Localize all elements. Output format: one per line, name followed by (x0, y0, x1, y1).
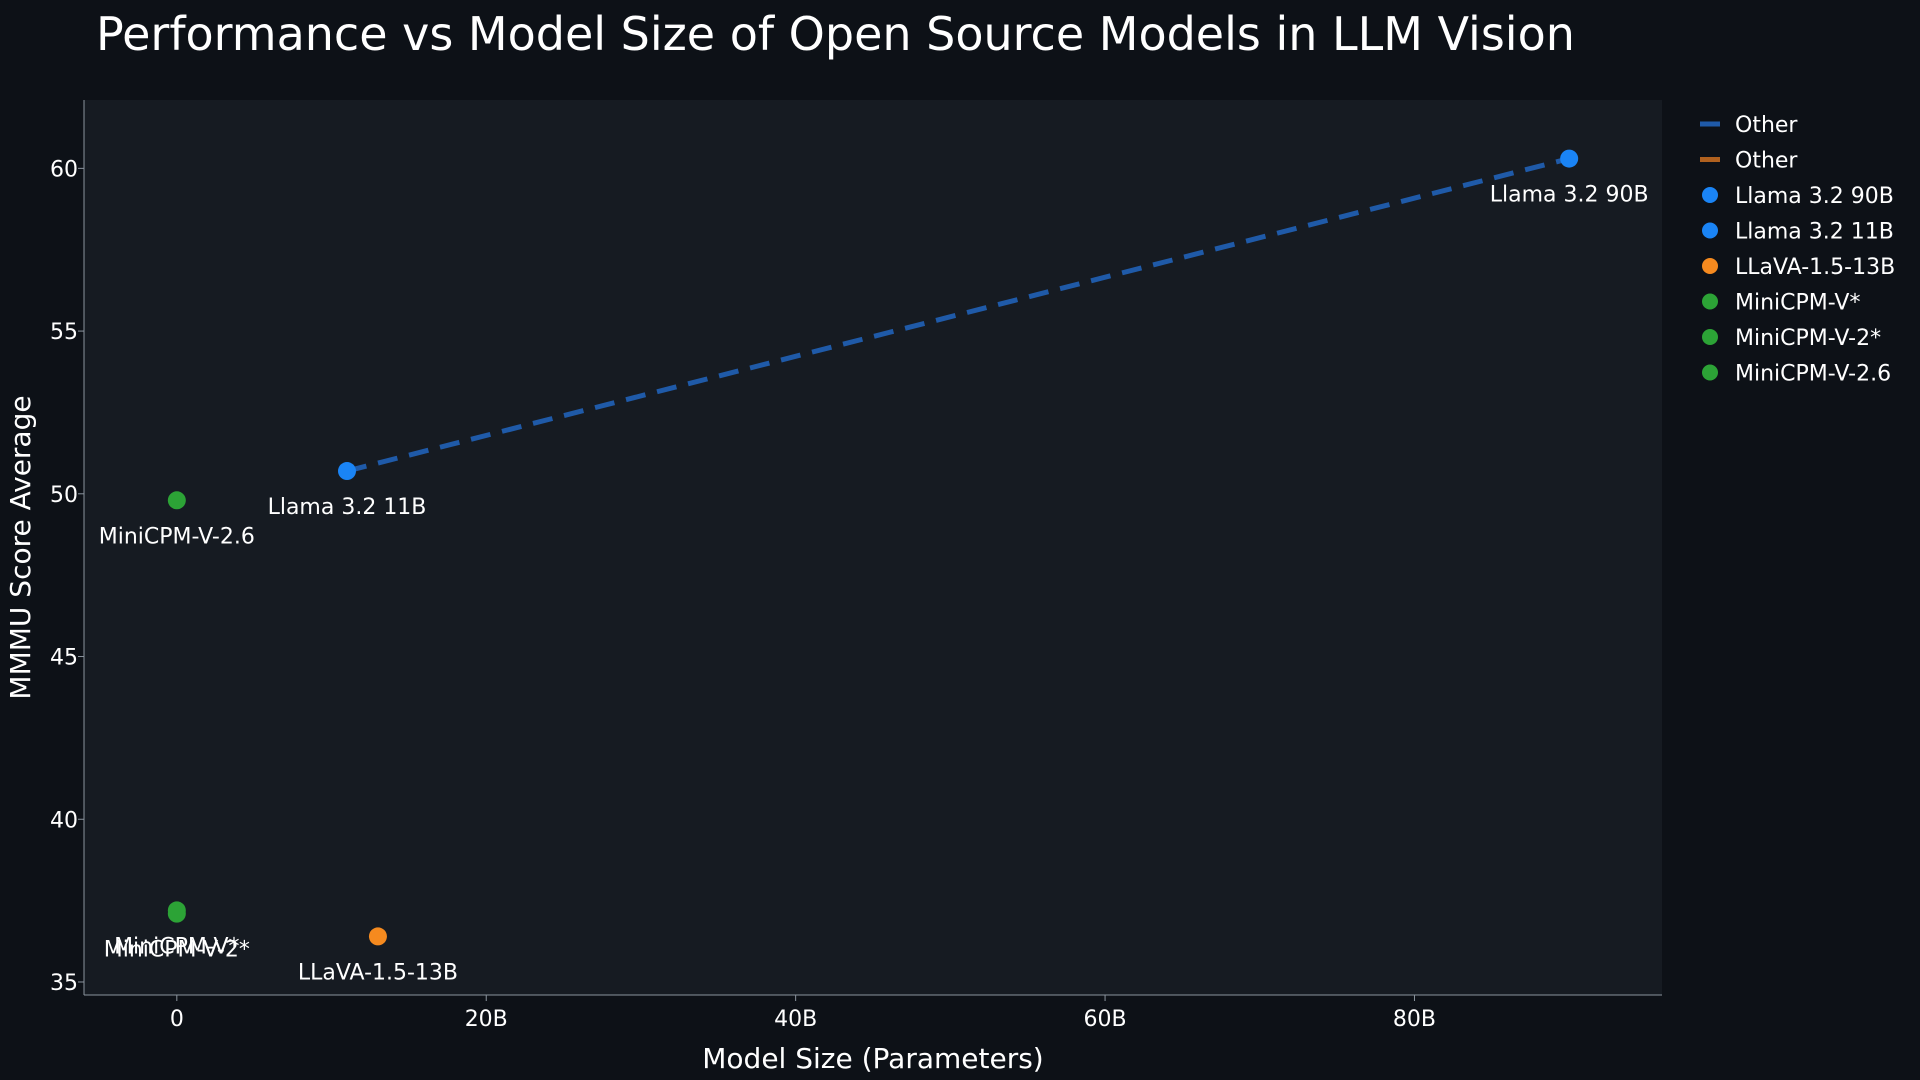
data-point (368, 927, 387, 946)
legend-label: MiniCPM-V* (1735, 291, 1860, 316)
axes: 0 20B 40B 60B 80B 35 40 45 50 55 60 (50, 100, 1662, 1032)
x-tick-label: 80B (1393, 1007, 1436, 1032)
legend-item: Llama 3.2 90B (1702, 184, 1894, 209)
x-tick-label: 60B (1084, 1007, 1127, 1032)
data-points (167, 149, 1579, 946)
plot-area (84, 100, 1662, 995)
data-label: MiniCPM-V-2.6 (99, 524, 255, 549)
y-tick-label: 55 (50, 320, 78, 345)
trend-lines (346, 156, 1570, 474)
legend-swatch (1702, 222, 1718, 239)
y-tick-label: 60 (50, 157, 78, 182)
legend-swatch (1702, 187, 1718, 203)
x-axis-title: Model Size (Parameters) (702, 1042, 1043, 1075)
x-tick-label: 40B (774, 1007, 817, 1032)
legend-swatch (1702, 293, 1718, 310)
legend-label: Llama 3.2 90B (1735, 184, 1894, 209)
x-tick-label: 0 (170, 1007, 184, 1032)
data-point (338, 462, 356, 481)
legend-item: MiniCPM-V* (1702, 291, 1860, 316)
data-label: MiniCPM-V-2* (104, 938, 250, 963)
legend-swatch (1702, 258, 1718, 274)
y-tick-label: 35 (50, 971, 78, 996)
y-tick-label: 45 (50, 646, 78, 671)
legend-swatch (1702, 329, 1718, 345)
legend-label: Other (1735, 149, 1798, 174)
legend-item: Other (1700, 149, 1798, 174)
data-point (1560, 149, 1579, 168)
legend-label: MiniCPM-V-2.6 (1735, 362, 1891, 387)
legend-item: MiniCPM-V-2.6 (1702, 362, 1891, 387)
data-label: Llama 3.2 11B (268, 495, 427, 520)
legend-label: Other (1735, 113, 1798, 138)
y-axis-title: MMMU Score Average (4, 395, 37, 699)
data-point (167, 904, 186, 923)
data-label: LLaVA-1.5-13B (298, 960, 458, 985)
legend-item: Other (1700, 113, 1798, 138)
legend-item: Llama 3.2 11B (1702, 220, 1894, 245)
legend-item: LLaVA-1.5-13B (1702, 255, 1895, 280)
chart-title: Performance vs Model Size of Open Source… (96, 7, 1575, 61)
y-tick-label: 50 (50, 483, 78, 508)
data-label: MiniCPM-V* (114, 934, 239, 959)
legend-item: MiniCPM-V-2* (1702, 326, 1881, 351)
legend-label: LLaVA-1.5-13B (1735, 255, 1895, 280)
legend-swatch (1702, 364, 1718, 381)
trend-line (346, 156, 1570, 474)
data-label: Llama 3.2 90B (1490, 183, 1649, 208)
legend-label: MiniCPM-V-2* (1735, 326, 1881, 351)
point-labels: Llama 3.2 90B Llama 3.2 11B LLaVA-1.5-13B M… (99, 183, 1649, 986)
legend: Other Other Llama 3.2 90B Llama 3.2 11B LLaV… (1700, 113, 1895, 387)
x-tick-label: 20B (465, 1007, 508, 1032)
legend-label: Llama 3.2 11B (1735, 220, 1894, 245)
y-tick-label: 40 (50, 808, 78, 833)
data-point (167, 491, 186, 510)
